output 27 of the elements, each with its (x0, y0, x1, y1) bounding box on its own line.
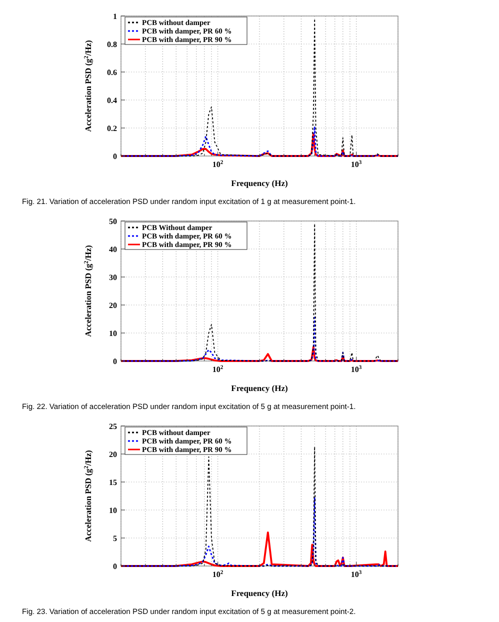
x-axis-title: Frequency (Hz) (231, 588, 288, 598)
y-tick-label: 10 (109, 329, 117, 338)
y-tick-label: 10 (109, 506, 117, 515)
y-tick-label: 30 (109, 273, 117, 282)
y-tick-label: 50 (109, 217, 117, 226)
y-tick-label: 5 (113, 534, 117, 543)
y-tick-label: 20 (109, 301, 117, 310)
x-tick-label: 10$^{3}$ (350, 570, 362, 579)
y-tick-label: 25 (109, 422, 117, 431)
y-tick-label: 0.8 (107, 40, 117, 49)
x-tick-label: 10$^{2}$ (212, 160, 224, 169)
y-tick-label: 0 (113, 152, 117, 161)
y-tick-label: 20 (109, 450, 117, 459)
y-tick-label: 40 (109, 245, 117, 254)
x-axis-title: Frequency (Hz) (231, 383, 288, 393)
y-tick-label: 0.6 (107, 68, 117, 77)
x-tick-label: 10$^{3}$ (350, 365, 362, 374)
x-tick-label: 10$^{2}$ (212, 365, 224, 374)
x-tick-label: 10$^{3}$ (350, 160, 362, 169)
y-tick-label: 1 (113, 12, 117, 21)
y-tick-label: 0.4 (107, 96, 117, 105)
x-axis-title: Frequency (Hz) (231, 178, 288, 188)
y-tick-label: 0.2 (107, 124, 117, 133)
y-tick-label: 0 (113, 357, 117, 366)
y-tick-label: 0 (113, 562, 117, 571)
x-tick-label: 10$^{2}$ (212, 570, 224, 579)
y-tick-label: 15 (109, 478, 117, 487)
